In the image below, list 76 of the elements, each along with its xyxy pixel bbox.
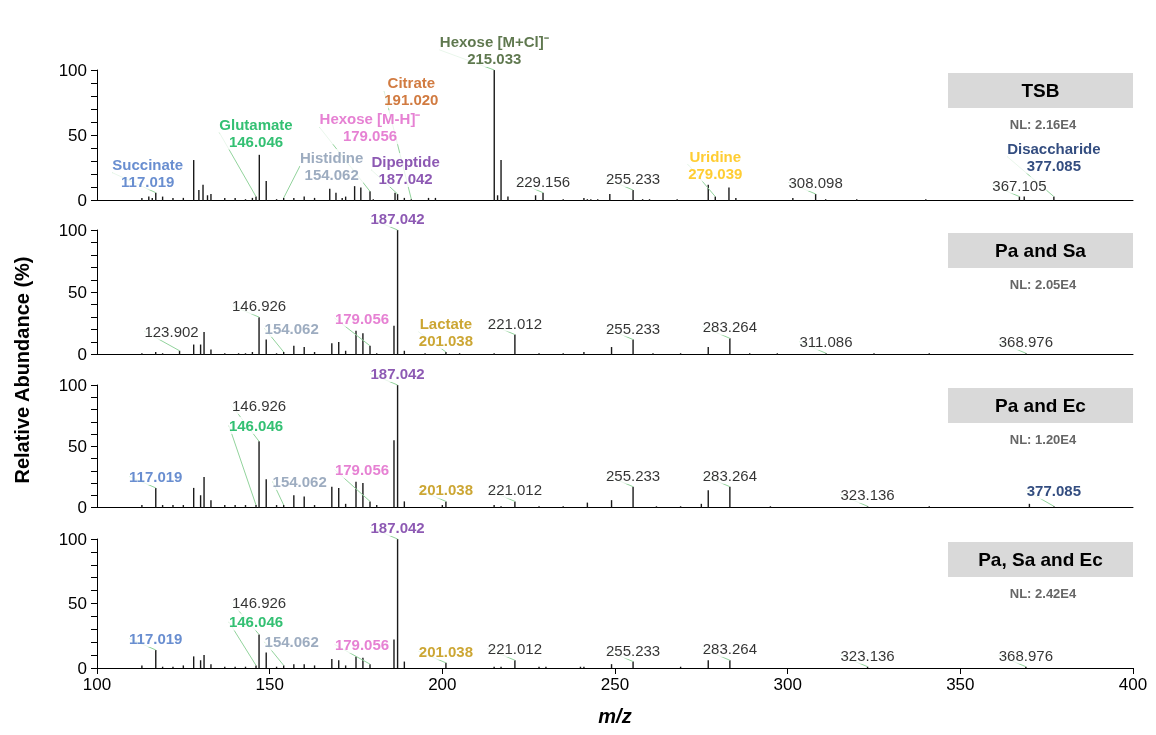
annotation: 283.264 (702, 466, 757, 484)
y-tick-label: 50 (68, 594, 87, 613)
x-tick-label: 200 (428, 675, 457, 694)
annotation: 368.976 (998, 646, 1053, 664)
annotation: 117.019 (129, 629, 183, 647)
title-box: Pa and Sa (948, 233, 1133, 268)
annotation: 377.085 (1026, 482, 1081, 500)
annotation: Glutamate 146.046 (219, 115, 293, 150)
annotation: 146.926 (231, 594, 287, 612)
annotation: Histidine 154.062 (300, 148, 364, 183)
annotation: 229.156 (515, 172, 571, 190)
text: NL: 2.42E4 (1009, 586, 1077, 601)
annotation: 187.042 (370, 365, 425, 382)
annotation: 255.233 (605, 466, 661, 484)
annotation: 146.926 (231, 397, 287, 415)
annotation: 283.264 (702, 640, 757, 658)
annotation: 117.019 (129, 467, 183, 485)
annotation: Hexose [M+Cl]⁻ 215.033 (439, 33, 549, 67)
annotation: 255.233 (605, 319, 661, 337)
x-tick-label: 350 (946, 675, 975, 694)
annotation: Succinate 117.019 (112, 155, 184, 190)
x-tick-label: 150 (255, 675, 284, 694)
annotation: 323.136 (840, 486, 895, 504)
annotation: 201.038 (418, 642, 474, 660)
annotation: 221.012 (487, 314, 543, 332)
annotation: 146.046 (228, 417, 284, 435)
y-tick-label: 100 (58, 60, 87, 80)
annotation: 323.136 (840, 646, 895, 664)
annotation: 283.264 (702, 318, 757, 336)
annotation: 154.062 (264, 633, 319, 651)
annotation: 187.042 (370, 210, 425, 227)
annotation: Disaccharide 377.085 (1007, 139, 1101, 174)
y-tick-label: 100 (58, 220, 87, 240)
x-tick-label: 400 (1118, 675, 1148, 694)
annotation: 179.056 (334, 309, 390, 327)
text: NL: 2.16E4 (1009, 117, 1077, 132)
text: NL: 1.20E4 (1009, 432, 1077, 447)
annotation: Hexose [M-H]⁻ 179.056 (319, 110, 421, 145)
annotation: 146.046 (228, 613, 284, 631)
title-box: Pa, Sa and Ec (948, 542, 1133, 577)
y-tick-label: 50 (68, 282, 87, 302)
y-tick-label: 0 (77, 345, 87, 364)
annotation: 179.056 (334, 461, 390, 479)
annotation: 187.042 (370, 519, 425, 536)
annotation: 308.098 (788, 173, 843, 191)
annotation: 154.062 (264, 320, 319, 338)
annotation: 221.012 (487, 481, 543, 499)
annotation: 368.976 (998, 333, 1053, 351)
y-axis-title: Relative Abundance (%) (10, 256, 34, 484)
annotation: Dipeptide 187.042 (371, 152, 440, 187)
annotation: 154.062 (272, 473, 327, 491)
y-tick-label: 100 (58, 375, 87, 395)
annotation: 221.012 (487, 640, 543, 658)
y-tick-label: 0 (77, 658, 87, 678)
title-box: Pa and Ec (948, 388, 1133, 423)
annotation: 179.056 (334, 636, 390, 654)
annotation: 255.233 (605, 170, 661, 188)
x-axis-title: m/z (598, 705, 632, 727)
y-tick-label: 0 (77, 498, 87, 517)
annotation: Citrate 191.020 (384, 74, 439, 109)
annotation: 311.086 (799, 333, 853, 351)
y-tick-label: 0 (77, 191, 87, 210)
x-tick-label: 300 (773, 675, 802, 694)
title-box: TSB (948, 73, 1133, 108)
y-tick-label: 50 (68, 125, 87, 145)
annotation: 146.926 (231, 297, 287, 315)
annotation: 201.038 (418, 481, 474, 499)
annotation: 123.902 (144, 322, 199, 340)
y-tick-label: 50 (68, 436, 87, 456)
y-tick-label: 100 (58, 529, 87, 549)
text: NL: 2.05E4 (1009, 277, 1077, 292)
annotation: Lactate 201.038 (418, 315, 474, 350)
annotation: Uridine 279.039 (688, 147, 743, 182)
x-tick-label: 250 (600, 675, 630, 694)
annotation: 367.105 (992, 176, 1047, 194)
annotation: 255.233 (605, 641, 661, 659)
